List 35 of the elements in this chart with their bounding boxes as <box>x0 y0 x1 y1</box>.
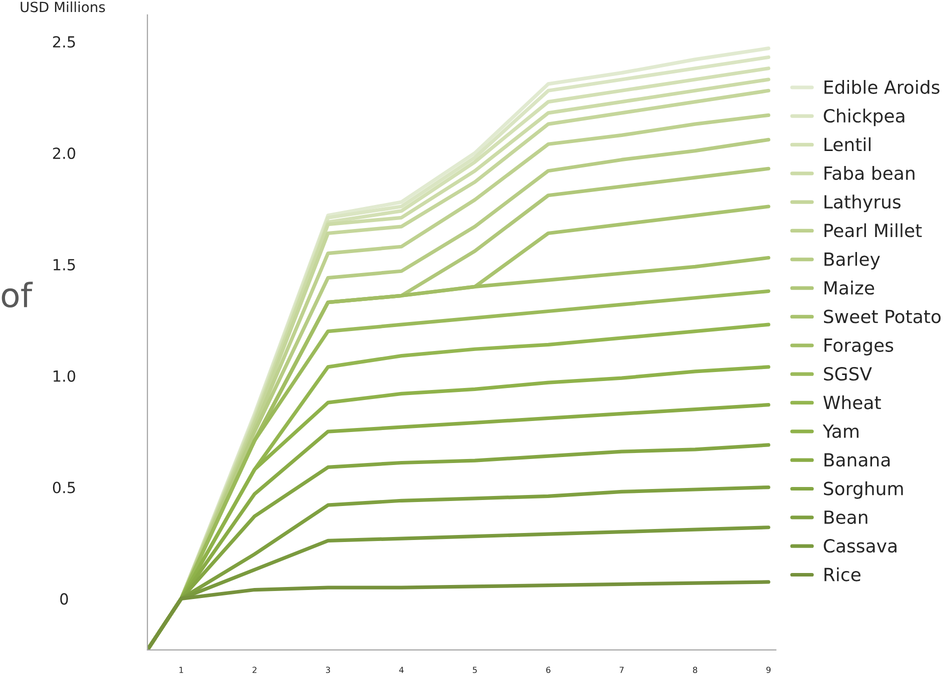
y-axis-title: USD Millions <box>20 1 105 12</box>
x-tick-label: 1 <box>179 666 184 673</box>
legend-label: Faba bean <box>824 166 914 180</box>
x-tick-label: 8 <box>693 666 698 674</box>
legend-label: Pearl Millet <box>824 223 922 238</box>
legend-label: Lathyrus <box>824 194 901 212</box>
legend-label: Banana <box>824 453 890 467</box>
legend-label: Sweet Potato <box>824 310 941 324</box>
x-tick-label: 6 <box>546 666 550 674</box>
x-tick-label: 4 <box>399 666 404 673</box>
legend-label: Bean <box>824 510 868 524</box>
legend-label: Lentil <box>824 137 871 152</box>
y-tick-label: 1.0 <box>54 370 76 382</box>
legend-label: Edible Aroids <box>824 80 940 94</box>
legend-label: Forages <box>824 338 894 356</box>
legend-label: Sorghum <box>824 481 903 499</box>
text: of <box>2 282 33 308</box>
legend-label: SGSV <box>824 366 872 381</box>
x-tick-label: 5 <box>472 666 477 674</box>
y-tick-label: 0 <box>60 593 68 605</box>
x-tick-label: 2 <box>252 666 256 673</box>
y-tick-label: 2.0 <box>53 148 76 160</box>
x-tick-label: 3 <box>326 666 330 674</box>
legend-label: Rice <box>824 567 860 582</box>
legend-label: Cassava <box>824 539 896 553</box>
legend-label: Wheat <box>823 395 881 410</box>
y-tick-label: 0.5 <box>52 482 75 494</box>
legend-label: Yam <box>822 424 858 438</box>
legend-label: Maize <box>824 280 874 295</box>
legend-label: Chickpea <box>824 108 904 126</box>
y-tick-label: 1.5 <box>54 259 75 270</box>
legend-label: Barley <box>824 252 880 270</box>
x-tick-label: 9 <box>766 666 771 674</box>
y-tick-label: 2.5 <box>53 36 75 48</box>
x-tick-label: 7 <box>620 666 624 673</box>
